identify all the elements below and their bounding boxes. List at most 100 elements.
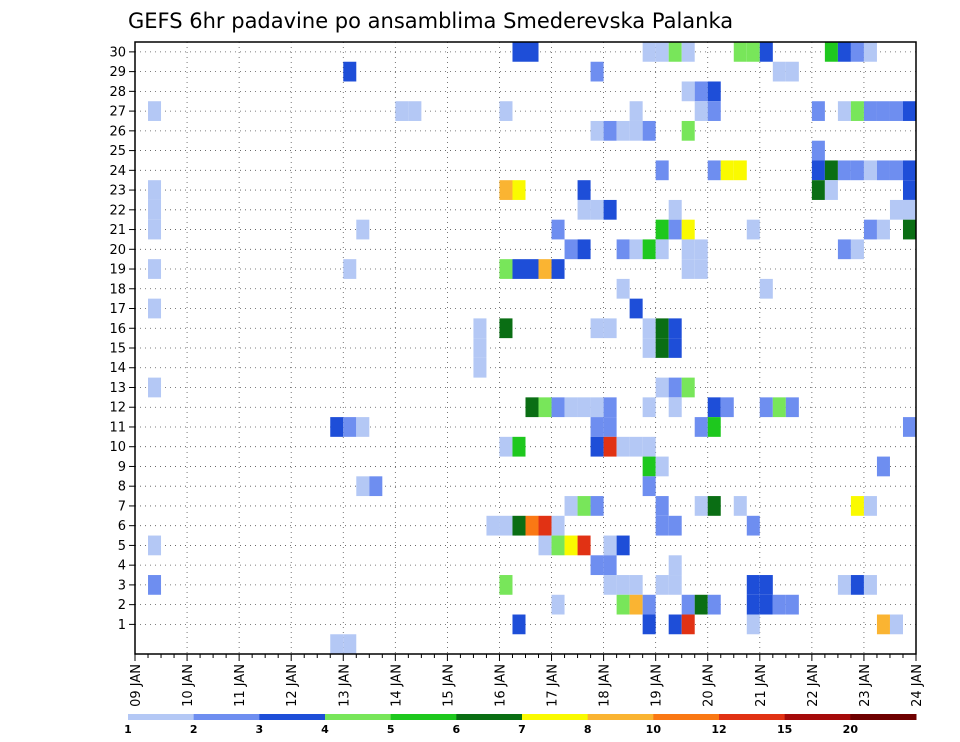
heatmap-cell	[551, 594, 565, 615]
heatmap-cell	[785, 61, 799, 82]
heatmap-cell	[473, 318, 487, 339]
heatmap-cell	[616, 239, 630, 260]
heatmap-cell	[343, 634, 357, 654]
heatmap-cell	[863, 575, 877, 595]
heatmap-cell	[512, 614, 526, 635]
heatmap-cell	[902, 219, 916, 240]
heatmap-cell	[876, 160, 890, 181]
heatmap-cells	[148, 42, 916, 654]
heatmap-cell	[512, 259, 526, 279]
heatmap-cell	[824, 180, 838, 200]
heatmap-cell	[642, 42, 656, 62]
x-tick-label: 24 JAN	[910, 664, 925, 707]
heatmap-cell	[564, 535, 578, 556]
heatmap-cell	[837, 239, 851, 260]
heatmap-cell	[148, 298, 162, 319]
colorbar-segment	[259, 714, 326, 720]
heatmap-cell	[369, 476, 383, 497]
heatmap-cell	[655, 338, 669, 358]
colorbar-label: 6	[453, 723, 461, 736]
heatmap-cell	[837, 160, 851, 181]
x-tick-label: 22 JAN	[806, 664, 821, 707]
heatmap-cell	[577, 199, 591, 220]
heatmap-cell	[577, 496, 591, 516]
heatmap-cell	[616, 436, 630, 457]
heatmap-cell	[525, 515, 539, 536]
heatmap-cell	[759, 42, 773, 62]
heatmap-cell	[655, 515, 669, 536]
heatmap-cell	[746, 594, 760, 615]
heatmap-cell	[148, 180, 162, 200]
heatmap-cell	[590, 199, 604, 220]
heatmap-cell	[889, 199, 903, 220]
y-tick-label: 22	[109, 203, 126, 218]
heatmap-cell	[616, 594, 630, 615]
heatmap-cell	[837, 101, 851, 121]
heatmap-cell	[590, 61, 604, 82]
heatmap-cell	[616, 278, 630, 299]
y-tick-label: 24	[109, 164, 126, 179]
heatmap-cell	[668, 614, 682, 635]
heatmap-cell	[668, 42, 682, 62]
heatmap-cell	[733, 496, 747, 516]
heatmap-cell	[902, 180, 916, 200]
heatmap-cell	[863, 496, 877, 516]
heatmap-cell	[486, 515, 500, 536]
heatmap-cell	[746, 614, 760, 635]
heatmap-cell	[499, 180, 513, 200]
heatmap-cell	[655, 318, 669, 339]
heatmap-cell	[148, 199, 162, 220]
heatmap-cell	[707, 101, 721, 121]
x-tick-label: 19 JAN	[650, 664, 665, 707]
heatmap-cell	[629, 239, 643, 260]
heatmap-cell	[343, 61, 357, 82]
y-tick-label: 19	[109, 263, 126, 278]
heatmap-cell	[746, 575, 760, 595]
colorbar-label: 2	[190, 723, 198, 736]
colorbar-segment	[653, 714, 720, 720]
y-tick-label: 6	[118, 519, 126, 534]
heatmap-cell	[577, 535, 591, 556]
heatmap-cell	[902, 417, 916, 437]
chart-title: GEFS 6hr padavine po ansamblima Smederev…	[128, 9, 733, 33]
x-tick-label: 18 JAN	[598, 664, 613, 707]
heatmap-cell	[408, 101, 422, 121]
heatmap-cell	[655, 377, 669, 398]
heatmap-cell	[343, 417, 357, 437]
heatmap-cell	[850, 575, 864, 595]
heatmap-cell	[707, 397, 721, 418]
heatmap-cell	[603, 535, 617, 556]
heatmap-cell	[564, 397, 578, 418]
heatmap-cell	[863, 219, 877, 240]
heatmap-cell	[603, 120, 617, 141]
heatmap-cell	[772, 397, 786, 418]
heatmap-cell	[772, 61, 786, 82]
heatmap-cell	[707, 496, 721, 516]
heatmap-cell	[499, 575, 513, 595]
heatmap-cell	[811, 101, 825, 121]
heatmap-cell	[616, 535, 630, 556]
heatmap-cell	[681, 42, 695, 62]
heatmap-cell	[694, 417, 708, 437]
heatmap-cell	[590, 397, 604, 418]
colorbar-segment	[784, 714, 851, 720]
heatmap-cell	[148, 575, 162, 595]
heatmap-cell	[148, 101, 162, 121]
heatmap-cell	[590, 555, 604, 576]
heatmap-cell	[850, 42, 864, 62]
y-tick-label: 23	[109, 184, 126, 199]
colorbar-segment	[128, 714, 195, 720]
colorbar-segment	[587, 714, 654, 720]
heatmap-cell	[603, 436, 617, 457]
y-tick-label: 15	[109, 342, 126, 357]
heatmap-cell	[759, 278, 773, 299]
heatmap-cell	[863, 160, 877, 181]
heatmap-cell	[577, 397, 591, 418]
heatmap-cell	[148, 259, 162, 279]
heatmap-cell	[642, 338, 656, 358]
y-tick-label: 3	[118, 578, 126, 593]
heatmap-cell	[681, 377, 695, 398]
y-axis: 1234567891011121314151617181920212223242…	[109, 45, 135, 633]
heatmap-cell	[642, 239, 656, 260]
